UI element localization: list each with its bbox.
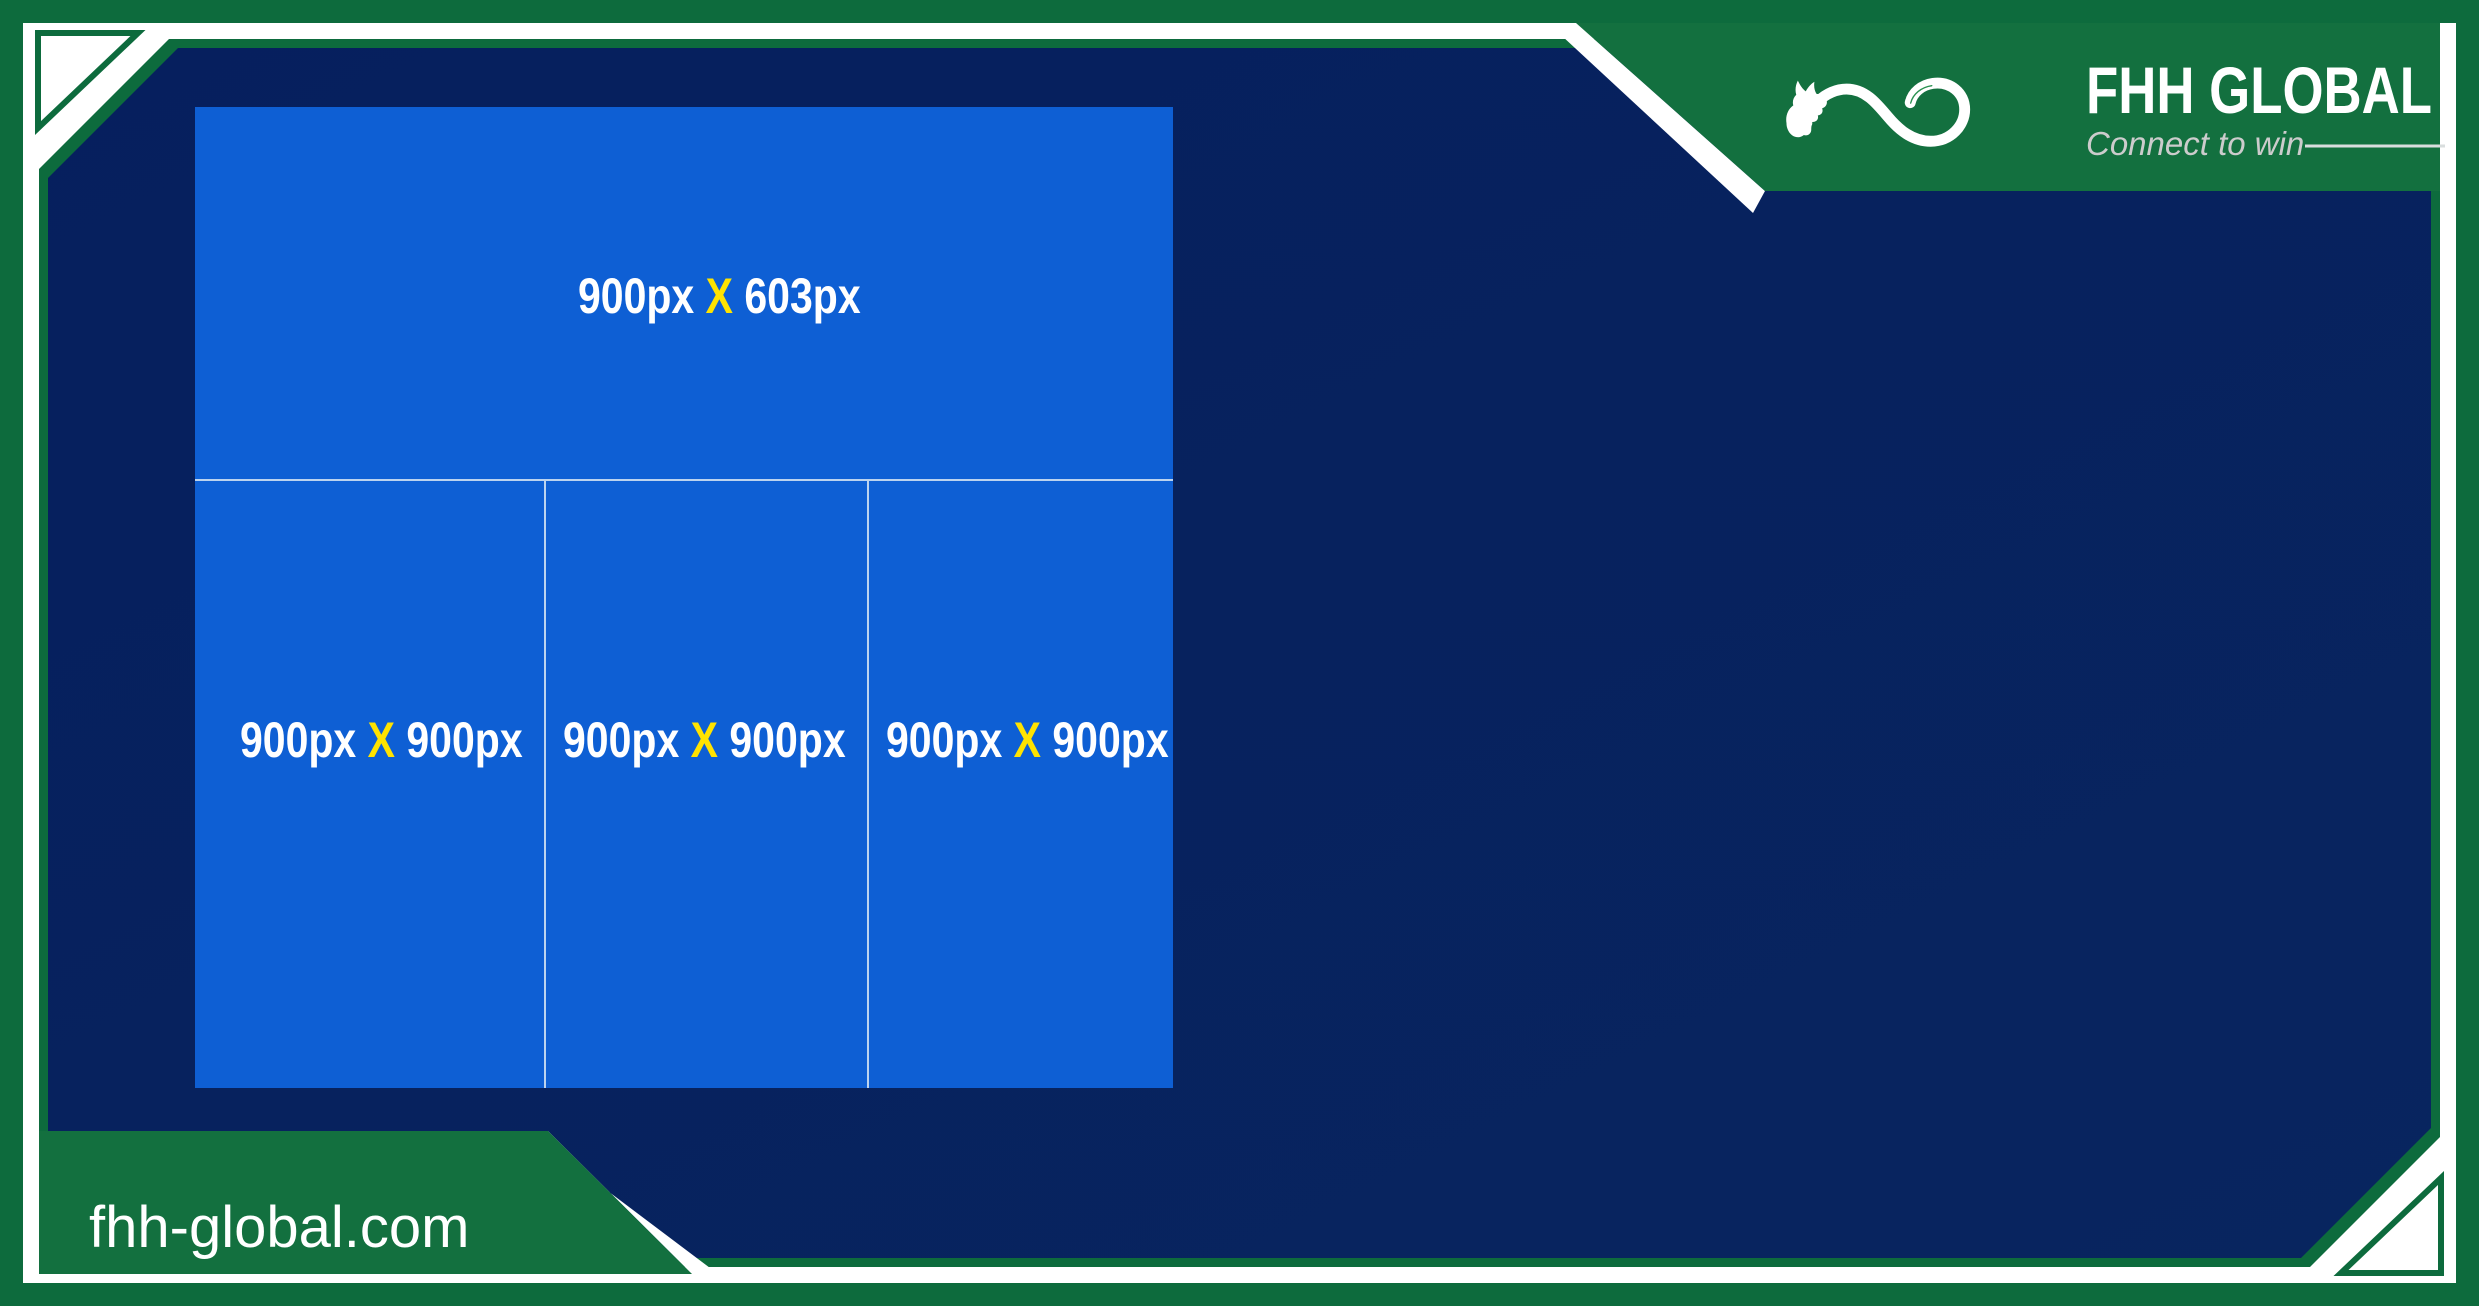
svg-text:FHH GLOBAL: FHH GLOBAL [2086,53,2432,127]
svg-text:900px X 603px: 900px X 603px [578,268,861,324]
svg-text:Connect to win: Connect to win [2086,125,2304,162]
svg-text:fhh-global.com: fhh-global.com [89,1195,469,1260]
svg-text:900px X 900px: 900px X 900px [563,712,846,768]
svg-text:900px X 900px: 900px X 900px [240,712,523,768]
svg-text:900px X 900px: 900px X 900px [886,712,1169,768]
